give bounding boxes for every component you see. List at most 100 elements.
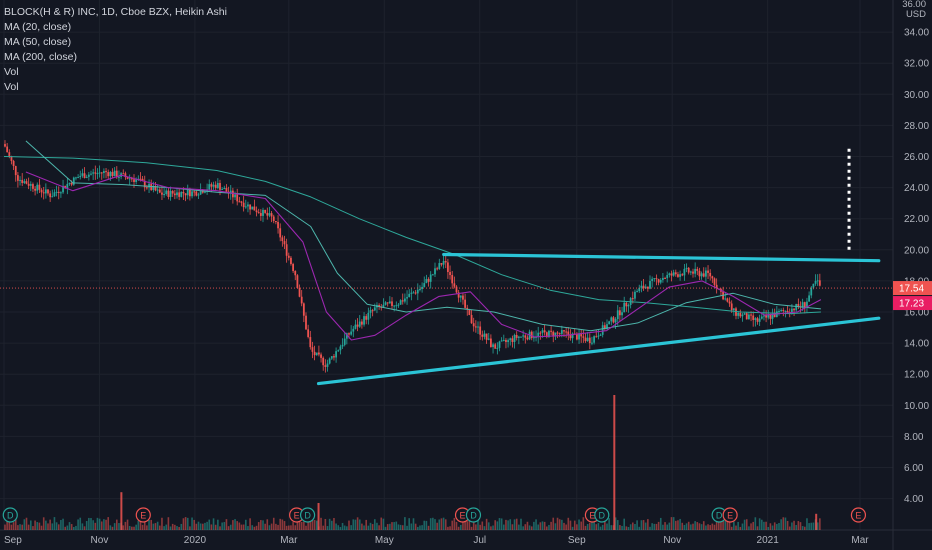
candle-body: [421, 286, 423, 290]
price-tick-label: 16.00: [904, 308, 929, 319]
legend-title[interactable]: BLOCK(H & R) INC, 1D, Cboe BZX, Heikin A…: [4, 6, 227, 18]
candle-body: [735, 308, 737, 316]
candle-body: [726, 298, 729, 302]
volume-bar: [483, 526, 486, 530]
candle-body: [702, 273, 705, 277]
earnings-marker-icon[interactable]: [850, 507, 867, 523]
candle-body: [674, 272, 677, 275]
candle-body: [481, 334, 484, 337]
dividend-marker-icon[interactable]: [594, 507, 610, 523]
volume-bar: [27, 524, 30, 530]
volume-bar: [444, 519, 447, 530]
volume-bar: [576, 524, 578, 530]
dividend-marker-icon[interactable]: [465, 507, 482, 523]
volume-bar: [328, 518, 331, 530]
candle-body: [315, 352, 318, 356]
candle-body: [416, 289, 419, 294]
candle-body: [180, 191, 183, 197]
volume-bar: [174, 524, 176, 530]
candle-body: [109, 171, 112, 177]
volume-bar: [81, 523, 84, 530]
candle-body: [350, 331, 353, 335]
volume-bar: [653, 523, 656, 530]
volume-bar: [412, 518, 415, 530]
legend-ma50[interactable]: MA (50, close): [4, 36, 72, 48]
volume-bar: [199, 523, 202, 530]
time-tick-label: Nov: [91, 535, 109, 546]
volume-bar: [386, 524, 389, 530]
candle-body: [313, 351, 316, 356]
volume-bar: [320, 517, 322, 530]
candle-body: [554, 332, 557, 337]
volume-bar: [451, 520, 453, 530]
candle-body: [687, 267, 690, 273]
legend-vol-1[interactable]: Vol: [4, 66, 19, 78]
volume-bar: [208, 519, 211, 530]
candle-body: [55, 191, 58, 193]
candle-body: [816, 280, 819, 282]
candle-body: [384, 302, 387, 305]
time-axis[interactable]: Sep Nov 2020 Mar May Jul Sep Nov 2021 Mar: [4, 535, 869, 546]
volume-bar: [167, 517, 170, 530]
candle-body: [36, 184, 39, 191]
volume-bar: [520, 518, 522, 530]
volume-bar: [118, 523, 120, 530]
volume-bar: [685, 523, 688, 530]
candle-body: [339, 346, 342, 351]
dividend-marker-icon[interactable]: [2, 507, 18, 523]
volume-bar: [176, 526, 178, 530]
candle-body: [638, 287, 641, 292]
volume-bar: [350, 525, 352, 530]
volume-bar: [107, 517, 109, 530]
legend-vol-2[interactable]: Vol: [4, 81, 19, 93]
candle-body: [677, 274, 679, 277]
volume-bar: [778, 523, 780, 530]
time-tick-label: Jul: [473, 535, 486, 546]
price-tick-label: 8.00: [904, 432, 924, 443]
candle-body: [543, 330, 546, 333]
earnings-marker-icon[interactable]: [135, 507, 151, 523]
price-axis[interactable]: 4.006.008.0010.0012.0014.0016.0018.0020.…: [893, 28, 932, 506]
volume-bar: [769, 523, 772, 530]
trendline-support[interactable]: [316, 316, 881, 386]
candle-body: [801, 302, 804, 307]
price-tick-label: 30.00: [904, 90, 929, 101]
candle-body: [621, 312, 623, 316]
volume-bar: [591, 519, 593, 530]
dividend-marker-icon[interactable]: [299, 507, 316, 523]
candle-body: [763, 315, 765, 317]
candle-body: [649, 280, 651, 289]
volume-bar: [161, 517, 163, 530]
legend-ma20[interactable]: MA (20, close): [4, 21, 72, 33]
volume-spike: [120, 492, 123, 530]
volume-bar: [47, 523, 49, 530]
candle-body: [477, 326, 479, 328]
legend-ma200[interactable]: MA (200, close): [4, 51, 77, 63]
candle-body: [322, 357, 325, 366]
candle-body: [264, 209, 267, 213]
volume-bar: [554, 523, 557, 530]
candle-body: [393, 305, 396, 307]
volume-bar: [797, 521, 800, 530]
earnings-marker-icon[interactable]: [722, 507, 738, 523]
volume-bar: [511, 524, 514, 530]
volume-bar: [60, 520, 62, 530]
volume-bar: [490, 526, 492, 530]
candle-body: [156, 189, 159, 191]
candle-body: [582, 336, 585, 338]
volume-bar: [670, 517, 673, 530]
volume-bar: [217, 519, 219, 530]
candle-body: [238, 201, 241, 203]
trendlines[interactable]: [0, 148, 893, 386]
candle-body: [745, 313, 748, 320]
volume-bar: [290, 525, 292, 530]
time-tick-label: Mar: [851, 535, 869, 546]
trendline-resistance[interactable]: [442, 252, 881, 263]
candle-body: [457, 292, 460, 298]
volume-bar: [571, 526, 574, 530]
volume-bar: [436, 522, 438, 530]
candle-body: [130, 178, 133, 180]
volume-bar: [163, 526, 165, 530]
